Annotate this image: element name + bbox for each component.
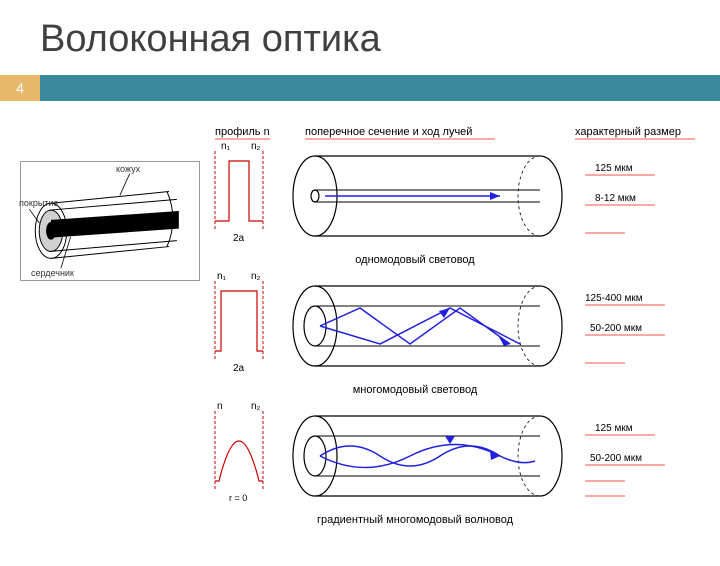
waveguide-row-multimode: n₁ n₂ 2a [215,271,665,396]
n2-label: n₂ [251,401,261,412]
r0-label: r = 0 [229,493,247,503]
n2-label: n₂ [251,271,261,282]
width-label: 2a [233,363,245,374]
outer-size: 125-400 мкм [585,293,643,304]
slide-number: 4 [0,75,40,101]
slide-title: Волоконная оптика [0,0,720,75]
core-label: сердечник [31,268,74,278]
accent-bar: 4 [0,75,720,101]
sheath-label: кожух [116,164,140,174]
core-size: 8-12 мкм [595,193,636,204]
row-label: градиентный многомодовый волновод [317,514,514,526]
outer-size: 125 мкм [595,163,633,174]
waveguide-row-gradient: n n₂ r = 0 [215,401,665,526]
slide: Волоконная оптика 4 [0,0,720,540]
width-label: 2a [233,233,245,244]
n1-label: n₁ [217,271,227,282]
row-label: многомодовый световод [353,384,478,396]
waveguide-diagrams: профиль n поперечное сечение и ход лучей… [200,121,710,556]
content-area: кожух покрытие сердечник профиль n попер… [0,101,720,566]
core-size: 50-200 мкм [590,453,642,464]
header-profile: профиль n [215,126,270,138]
n2-label: n₂ [251,141,261,152]
accent-strip [40,75,720,101]
row-label: одномодовый световод [355,254,475,266]
header-cross-section: поперечное сечение и ход лучей [305,126,472,138]
waveguide-row-singlemode: n₁ n₂ 2a [215,141,655,266]
outer-size: 125 мкм [595,423,633,434]
coating-label: покрытие [19,198,58,208]
n-label: n [217,401,223,412]
header-size: характерный размер [575,126,681,138]
n1-label: n₁ [221,141,231,152]
fiber-structure-figure: кожух покрытие сердечник [20,161,200,281]
core-size: 50-200 мкм [590,323,642,334]
